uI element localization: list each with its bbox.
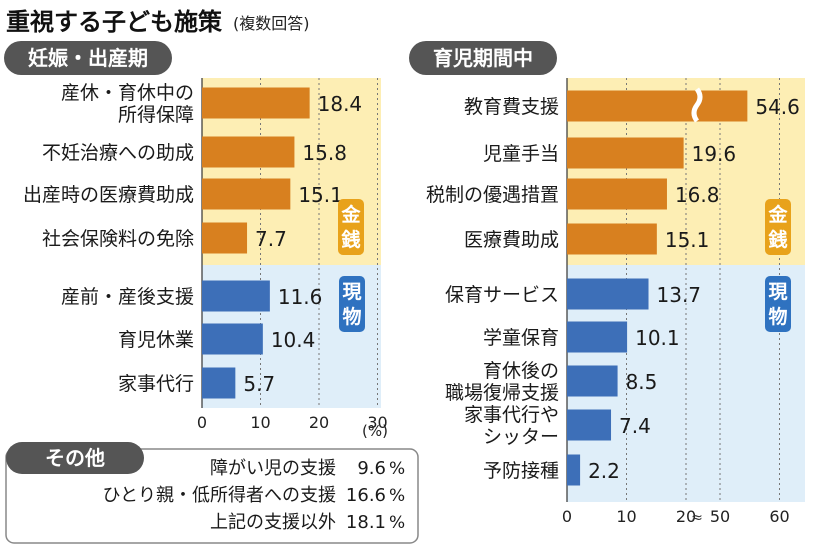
chart-title: 重視する子ども施策 bbox=[6, 8, 223, 36]
x-tick-label: 0 bbox=[562, 507, 572, 526]
x-tick-label: 20 bbox=[676, 507, 696, 526]
category-label: 児童手当 bbox=[483, 143, 559, 165]
category-label: 産休・育休中の bbox=[61, 82, 194, 104]
other-row-value: 16.6 bbox=[346, 485, 386, 506]
left-money-tag-char: 銭 bbox=[340, 228, 360, 251]
axis-break-symbol: ≈ bbox=[691, 510, 703, 526]
right-panel-title: 育児期間中 bbox=[433, 46, 533, 70]
bar-value-label: 5.7 bbox=[243, 372, 275, 396]
bar-value-label: 15.1 bbox=[665, 228, 710, 252]
left-goods-tag-char: 現 bbox=[342, 281, 361, 303]
category-label: 保育サービス bbox=[445, 284, 559, 306]
other-row-label: ひとり親・低所得者への支援 bbox=[103, 485, 336, 506]
other-row-unit: % bbox=[389, 459, 405, 479]
bar bbox=[567, 321, 628, 353]
bar-value-label: 7.7 bbox=[255, 227, 287, 251]
bar bbox=[567, 365, 618, 397]
left-money-tag-char: 金 bbox=[340, 203, 361, 226]
bar-value-label: 8.5 bbox=[626, 370, 658, 394]
category-label: 予防接種 bbox=[483, 460, 559, 482]
category-label: 学童保育 bbox=[483, 327, 559, 349]
bar-value-label: 19.6 bbox=[692, 142, 737, 166]
bar-value-label: 7.4 bbox=[619, 414, 651, 438]
category-label: 育休後の bbox=[483, 360, 559, 382]
other-title-bg bbox=[6, 442, 144, 474]
bar bbox=[202, 367, 236, 399]
category-label: 産前・産後支援 bbox=[61, 286, 194, 308]
bar bbox=[202, 87, 310, 119]
bar bbox=[202, 280, 270, 312]
bar-value-label: 10.4 bbox=[271, 328, 316, 352]
x-tick-label: 20 bbox=[309, 413, 329, 432]
bar bbox=[567, 90, 748, 122]
bar bbox=[567, 178, 667, 210]
chart-subtitle: (複数回答) bbox=[233, 14, 310, 33]
bar bbox=[567, 137, 684, 169]
x-tick-label: 10 bbox=[250, 413, 270, 432]
left-money-tag-bg bbox=[338, 199, 364, 255]
bar-value-label: 18.4 bbox=[318, 92, 363, 116]
bar-value-label: 2.2 bbox=[588, 459, 620, 483]
other-title: その他 bbox=[45, 446, 105, 470]
bar-value-label: 11.6 bbox=[278, 285, 323, 309]
other-row-unit: % bbox=[389, 513, 405, 533]
category-label: 育児休業 bbox=[118, 329, 194, 351]
bar-value-label: 54.6 bbox=[755, 95, 800, 119]
other-row-unit: % bbox=[389, 486, 405, 506]
other-row-value: 9.6 bbox=[357, 458, 386, 479]
right-panel-title-bg bbox=[409, 41, 557, 75]
bar-value-label: 15.1 bbox=[298, 183, 343, 207]
other-row-value: 18.1 bbox=[346, 512, 386, 533]
category-label: 社会保険料の免除 bbox=[42, 228, 194, 250]
left-panel-title-bg bbox=[4, 41, 172, 75]
x-tick-label: 60 bbox=[769, 507, 789, 526]
right-money-tag-bg bbox=[765, 199, 791, 255]
unit-label: (%) bbox=[362, 422, 388, 440]
left-panel-title: 妊娠・出産期 bbox=[28, 46, 148, 70]
bar bbox=[567, 223, 657, 255]
bar bbox=[202, 222, 248, 254]
bar bbox=[567, 454, 581, 486]
other-row-label: 障がい児の支援 bbox=[210, 458, 336, 479]
x-tick-label: 0 bbox=[197, 413, 207, 432]
left-goods-tag-bg bbox=[339, 276, 365, 332]
category-label: 医療費助成 bbox=[464, 229, 559, 251]
bar bbox=[202, 178, 291, 210]
bar bbox=[567, 278, 649, 310]
bar-value-label: 16.8 bbox=[675, 183, 720, 207]
x-tick-label: 30 bbox=[367, 413, 387, 432]
x-tick-label: 10 bbox=[616, 507, 636, 526]
category-label: シッター bbox=[483, 426, 559, 448]
bar bbox=[567, 409, 612, 441]
bar bbox=[202, 136, 295, 168]
right-goods-tag-char: 現 bbox=[768, 281, 787, 303]
category-label: 家事代行や bbox=[464, 404, 559, 426]
right-goods-tag-char: 物 bbox=[768, 305, 787, 328]
category-label: 職場復帰支援 bbox=[445, 382, 559, 404]
left-goods-tag-char: 物 bbox=[342, 305, 361, 328]
category-label: 不妊治療への助成 bbox=[42, 142, 194, 164]
category-label: 家事代行 bbox=[118, 373, 194, 395]
right-goods-tag-bg bbox=[765, 276, 791, 332]
bar-value-label: 10.1 bbox=[635, 326, 680, 350]
category-label: 所得保障 bbox=[118, 104, 194, 126]
category-label: 教育費支援 bbox=[464, 96, 559, 118]
axis-break-mark bbox=[691, 87, 703, 123]
x-tick-label: 50 bbox=[710, 507, 730, 526]
bar-value-label: 13.7 bbox=[657, 283, 702, 307]
other-row-label: 上記の支援以外 bbox=[210, 512, 336, 533]
bar-value-label: 15.8 bbox=[302, 141, 347, 165]
right-money-tag-char: 銭 bbox=[767, 228, 787, 251]
category-label: 出産時の医療費助成 bbox=[23, 184, 194, 206]
category-label: 税制の優遇措置 bbox=[426, 184, 559, 206]
bar bbox=[202, 323, 263, 355]
right-money-tag-char: 金 bbox=[767, 203, 788, 226]
